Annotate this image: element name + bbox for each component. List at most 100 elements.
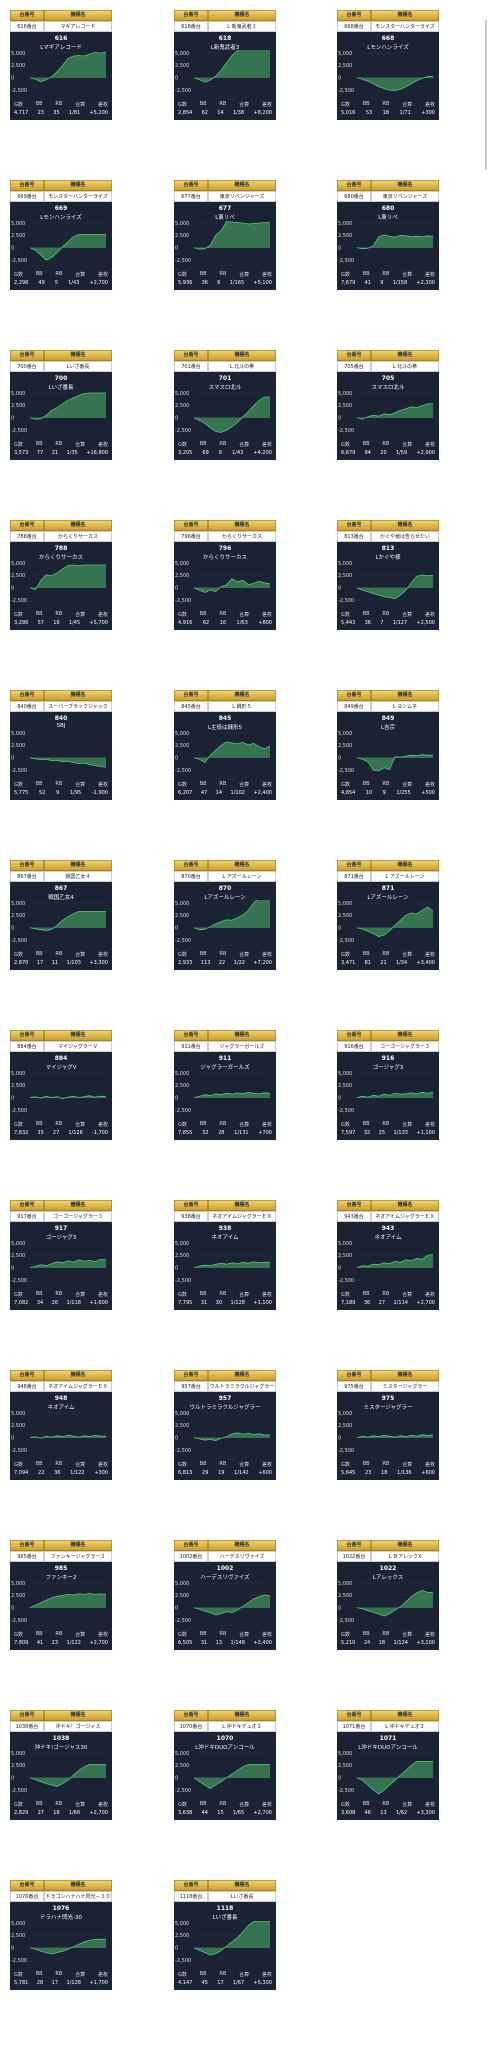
machine-card[interactable]: 台番号 機種名 948番台 ネオアイムジャグラーＥＸ 948 ネオアイム 5,000 2,50… xyxy=(10,1370,112,1484)
scrollbar[interactable] xyxy=(485,20,487,170)
machine-card[interactable]: 台番号 機種名 680番台 東京リベンジャーズ 680 L東リべ 5,000 2,500 0 -2… xyxy=(337,180,439,294)
stat-value-diff: +1,100 xyxy=(253,1300,272,1306)
stat-label-total: 合算 xyxy=(75,1292,86,1298)
slump-graph: 5,000 2,500 0 -2,500 xyxy=(338,51,434,94)
y-axis-label: 0 xyxy=(175,586,178,592)
machine-no-header: 台番号 xyxy=(337,180,371,191)
machine-card[interactable]: 台番号 機種名 677番台 東京リベンジャーズ 677 L東リべ 5,000 2,500 0 -2… xyxy=(174,180,276,294)
machine-number: 1038 xyxy=(52,1735,70,1742)
machine-card[interactable]: 台番号 機種名 705番台 L 北斗の拳 705 スマスロ北斗 5,000 2,500 0 -2,… xyxy=(337,350,439,464)
machine-name-label: ゴーゴージャグラー３ xyxy=(371,1041,439,1052)
machine-card[interactable]: 台番号 機種名 1070番台 L 沖ドキデュオ２ 1070 L沖ドキDUOアンコール 5,0… xyxy=(174,1710,276,1824)
machine-short-name: L沖ドキDUOアンコール xyxy=(195,1745,255,1751)
machine-card[interactable]: 台番号 機種名 1076番台 ドラゴンハナハナ閃光－３０ 1076 ドラハナ閃光-30 5,… xyxy=(10,1880,112,1994)
stat-label-g: G数 xyxy=(14,1972,23,1978)
machine-card[interactable]: 台番号 機種名 796番台 からくりサーカス 796 からくりサーカス 5,000 2,500… xyxy=(174,520,276,634)
graph-panel: 701 スマスロ北斗 5,000 2,500 0 -2,500 G数 BB RB 合算 差枚 3,20… xyxy=(174,372,276,460)
machine-card[interactable]: 台番号 機種名 849番台 L ヨシムネ 849 L吉宗 5,000 2,500 0 -2,500… xyxy=(337,690,439,804)
machine-card[interactable]: 台番号 機種名 618番台 L 新鬼武者３ 618 L新鬼武者3 5,000 2,500 0 -2… xyxy=(174,10,276,124)
stats-header: G数 BB RB 合算 差枚 xyxy=(178,1461,272,1468)
y-axis-label: 5,000 xyxy=(11,51,25,57)
machine-card[interactable]: 台番号 機種名 867番台 戦国乙女４ 867 戦国乙女4 5,000 2,500 0 -2,50… xyxy=(10,860,112,974)
machine-no-label: 870番台 xyxy=(174,871,208,882)
machine-card[interactable]: 台番号 機種名 845番台 L 銭形５ 845 L主役は銭形5 5,000 2,500 0 -2,… xyxy=(174,690,276,804)
machine-short-name: ウルトラミラクルジャグラー xyxy=(189,1405,261,1411)
machine-no-label: 871番台 xyxy=(337,871,371,882)
card-subheader: 1038番台 沖ドキ！ゴージャス xyxy=(10,1721,112,1732)
machine-card[interactable]: 台番号 機種名 1038番台 沖ドキ！ゴージャス 1038 沖ドキ!ゴージャス30 5,00… xyxy=(10,1710,112,1824)
machine-name-header: 機種名 xyxy=(44,350,112,361)
stat-value-g: 5,443 xyxy=(341,620,356,626)
card-subheader: 700番台 Lいざ番長 xyxy=(10,361,112,372)
machine-card[interactable]: 台番号 機種名 871番台 L アズールレーン 871 Lアズールレーン 5,000 2,50… xyxy=(337,860,439,974)
y-axis-label: 2,500 xyxy=(11,403,25,409)
machine-card[interactable]: 台番号 機種名 788番台 からくりサーカス 788 からくりサーカス 5,000 2,500… xyxy=(10,520,112,634)
stat-label-g: G数 xyxy=(178,1972,187,1978)
machine-card[interactable]: 台番号 機種名 884番台 マイジャグラーＶ 884 マイジャグV 5,000 2,500 0 -… xyxy=(10,1030,112,1144)
machine-name-header: 機種名 xyxy=(208,520,276,531)
stat-value-diff: +2,300 xyxy=(416,280,435,286)
y-axis-label: 2,500 xyxy=(338,1593,352,1599)
y-axis-label: 5,000 xyxy=(175,1581,189,1587)
stat-value-g: 3,471 xyxy=(341,960,356,966)
machine-short-name: Lマギアレコード xyxy=(40,45,82,51)
stat-label-rb: RB xyxy=(219,951,227,957)
graph-panel: 849 L吉宗 5,000 2,500 0 -2,500 G数 BB RB 合算 差枚 4,854 10… xyxy=(337,712,439,800)
machine-card[interactable]: 台番号 機種名 668番台 モンスターハンターライズ 668 Lモンハンライズ 5,000 2… xyxy=(337,10,439,124)
graph-line xyxy=(193,221,270,250)
machine-card[interactable]: 台番号 機種名 870番台 L アズールレーン 870 Lアズールレーン 5,000 2,50… xyxy=(174,860,276,974)
machine-card[interactable]: 台番号 機種名 916番台 ゴーゴージャグラー３ 916 ゴージャグ3 5,000 2,500… xyxy=(337,1030,439,1144)
machine-card[interactable]: 台番号 機種名 917番台 ゴーゴージャグラー３ 917 ゴージャグ3 5,000 2,500… xyxy=(10,1200,112,1314)
y-axis-label: 5,000 xyxy=(338,1751,352,1757)
stat-value-g: 3,608 xyxy=(341,1810,356,1816)
stats-header: G数 BB RB 合算 差枚 xyxy=(341,101,435,108)
machine-card[interactable]: 台番号 機種名 616番台 マギアレコード 616 Lマギアレコード 5,000 2,500 0… xyxy=(10,10,112,124)
machine-no-label: 916番台 xyxy=(337,1041,371,1052)
machine-short-name: Lモンハンライズ xyxy=(40,215,82,221)
stat-value-bb: 62 xyxy=(201,110,208,116)
stat-label-diff: 差枚 xyxy=(97,782,108,788)
stat-value-total: 1/43 xyxy=(232,450,244,456)
machine-card[interactable]: 台番号 機種名 975番台 ミスタージャグラー 975 ミスタージャグラー 5,000 2,5… xyxy=(337,1370,439,1484)
stat-value-rb: 20 xyxy=(380,450,387,456)
machine-card[interactable]: 台番号 機種名 701番台 L 北斗の拳 701 スマスロ北斗 5,000 2,500 0 -2,… xyxy=(174,350,276,464)
card-header: 台番号 機種名 xyxy=(174,1880,276,1891)
stat-value-bb: 47 xyxy=(200,790,208,796)
y-axis-label: -2,500 xyxy=(11,938,27,944)
machine-name-header: 機種名 xyxy=(371,860,439,871)
machine-no-label: 884番台 xyxy=(10,1041,44,1052)
machine-card[interactable]: 台番号 機種名 700番台 Lいざ番長 700 Lいざ番長 5,000 2,500 0 -2,50… xyxy=(10,350,112,464)
machine-short-name: Lアズールレーン xyxy=(204,895,246,901)
y-axis-label: 2,500 xyxy=(11,573,25,579)
y-axis-label: 2,500 xyxy=(175,1423,189,1429)
stat-label-total: 合算 xyxy=(239,782,250,788)
machine-card[interactable]: 台番号 機種名 669番台 モンスターハンターライズ 669 Lモンハンライズ 5,000 2… xyxy=(10,180,112,294)
machine-no-header: 台番号 xyxy=(10,350,44,361)
stat-value-rb: 23 xyxy=(51,1640,59,1646)
machine-card[interactable]: 台番号 機種名 943番台 ネオアイムジャグラーＥＸ 943 ネオアイム 5,000 2,50… xyxy=(337,1200,439,1314)
machine-card[interactable]: 台番号 機種名 985番台 ファンキージャグラー２ 985 ファンキー2 5,000 2,50… xyxy=(10,1540,112,1654)
stat-value-diff: +300 xyxy=(94,1470,108,1476)
machine-name-label: マギアレコード xyxy=(44,21,112,32)
y-axis-label: 0 xyxy=(175,1946,178,1952)
machine-card[interactable]: 台番号 機種名 1118番台 Lいざ番長 1118 Lいざ番長 5,000 2,500 0 -2,… xyxy=(174,1880,276,1994)
machine-card[interactable]: 台番号 機種名 840番台 スーパーブラックジャック 840 SBJ 5,000 2,500 0… xyxy=(10,690,112,804)
graph-panel: 788 からくりサーカス 5,000 2,500 0 -2,500 G数 BB RB 合算 差枚 3,… xyxy=(10,542,112,630)
machine-no-header: 台番号 xyxy=(174,1370,208,1381)
machine-card[interactable]: 台番号 機種名 1022番台 L ＢアレックⅩ 1022 Lアレックス 5,000 2,500… xyxy=(337,1540,439,1654)
stat-value-total: 1/62 xyxy=(395,1810,408,1816)
machine-name-header: 機種名 xyxy=(371,10,439,21)
machine-no-label: 669番台 xyxy=(10,191,44,202)
machine-card[interactable]: 台番号 機種名 813番台 かぐや様は告らせたい 813 Lかぐや様 5,000 2,500 0… xyxy=(337,520,439,634)
machine-card[interactable]: 台番号 機種名 957番台 ウルトラミラクルジャグラー 957 ウルトラミラクルジャグラー… xyxy=(174,1370,276,1484)
machine-no-label: 938番台 xyxy=(174,1211,208,1222)
machine-no-header: 台番号 xyxy=(174,350,208,361)
machine-card[interactable]: 台番号 機種名 911番台 ジャグラーガールズ 911 ジャグラーガールズ 5,000 2,5… xyxy=(174,1030,276,1144)
machine-card[interactable]: 台番号 機種名 938番台 ネオアイムジャグラーＥＸ 938 ネオアイム 5,000 2,50… xyxy=(174,1200,276,1314)
y-axis-label: 0 xyxy=(175,1776,178,1782)
stat-value-g: 2,854 xyxy=(178,110,193,116)
machine-card[interactable]: 台番号 機種名 1071番台 L 沖ドキデュオ２ 1071 L沖ドキDUOアンコール 5,0… xyxy=(337,1710,439,1824)
graph-line xyxy=(193,50,239,83)
stat-label-rb: RB xyxy=(55,951,63,957)
machine-card[interactable]: 台番号 機種名 1002番台 ハーデスリヴァイズ 1002 ハーデスリヴァイズ 5,000 2… xyxy=(174,1540,276,1654)
